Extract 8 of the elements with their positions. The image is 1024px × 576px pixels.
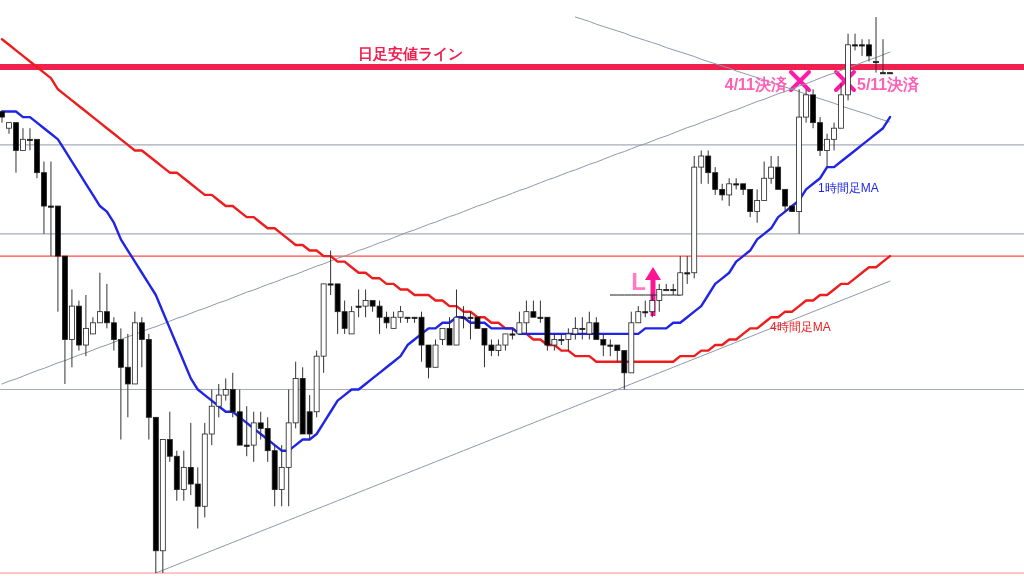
series-label: 4時間足MA [770,320,831,334]
annotation: 5/11決済 [857,75,921,93]
annotation: 4/11決済 [724,75,788,93]
annotation: L [631,268,646,295]
series-label: 1時間足MA [818,181,879,195]
candlestick [0,111,5,124]
ref-line-label: 日足安値ライン [357,45,463,63]
candlestick [873,16,879,74]
